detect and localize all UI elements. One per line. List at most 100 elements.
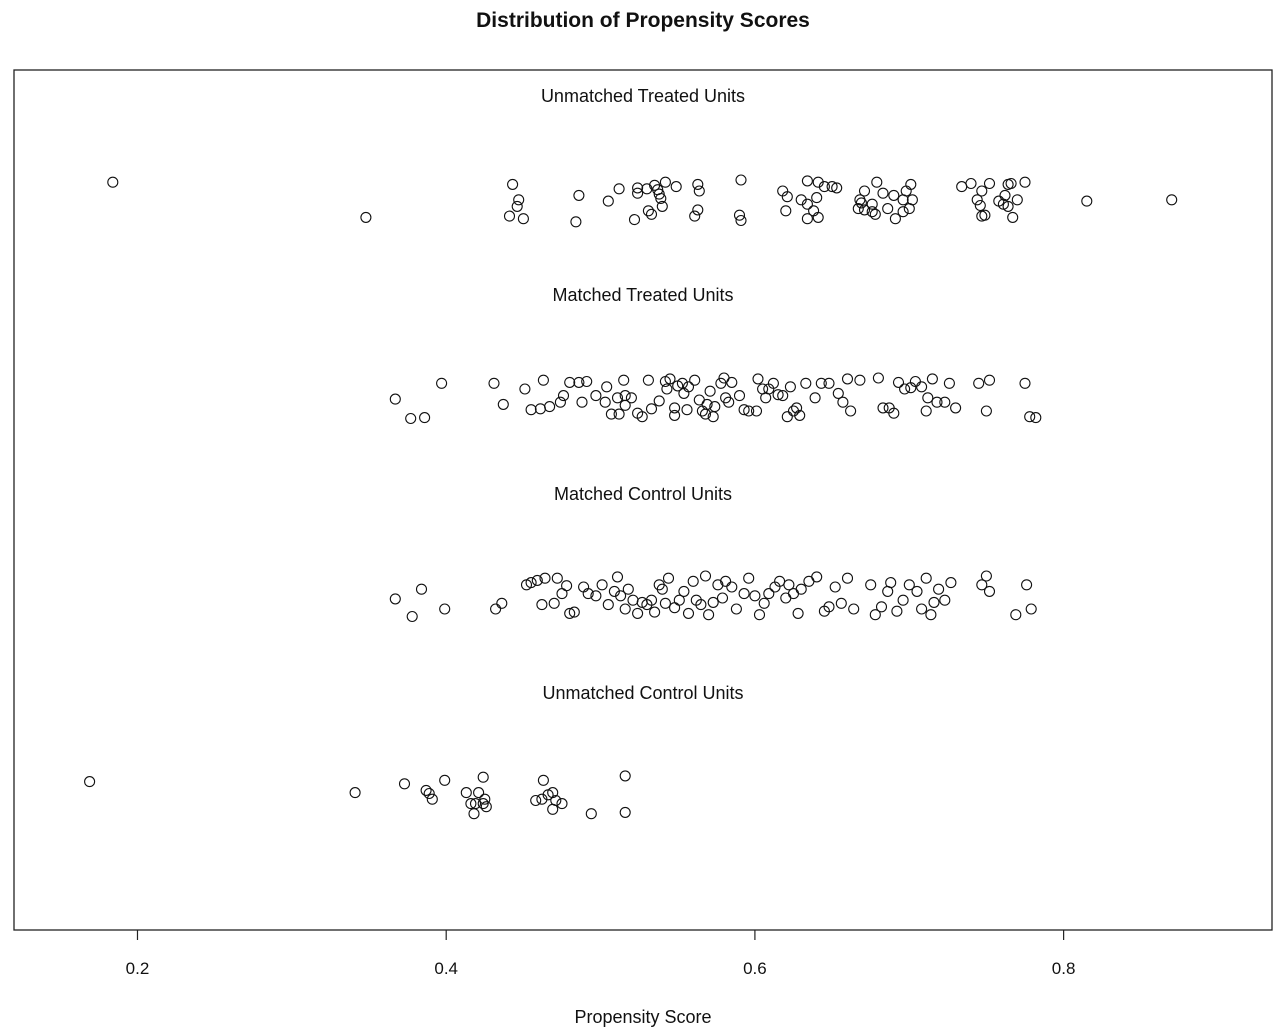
data-point — [780, 205, 792, 217]
data-point — [945, 577, 957, 589]
data-point — [645, 403, 658, 415]
data-point — [707, 596, 719, 608]
data-point — [716, 592, 729, 604]
data-point — [517, 213, 529, 225]
data-point — [659, 176, 671, 188]
group-label: Unmatched Control Units — [542, 683, 743, 703]
data-point — [795, 583, 807, 595]
data-point — [554, 396, 566, 408]
data-point — [794, 409, 806, 421]
data-point — [611, 571, 624, 583]
data-point — [791, 402, 803, 414]
data-point — [585, 808, 597, 820]
data-point — [858, 204, 871, 216]
data-point — [829, 581, 841, 593]
data-point — [664, 373, 676, 385]
data-point — [632, 187, 644, 199]
data-point — [871, 176, 883, 188]
data-point — [469, 798, 482, 810]
data-point — [659, 597, 671, 609]
data-point — [503, 210, 516, 222]
data-point — [1021, 579, 1033, 591]
data-point — [622, 583, 634, 595]
data-point — [781, 411, 793, 423]
data-point — [903, 579, 915, 591]
data-point — [920, 572, 932, 584]
data-point — [642, 205, 654, 217]
data-point — [632, 182, 644, 194]
data-point — [420, 784, 432, 796]
data-point — [619, 399, 631, 411]
data-point — [576, 396, 588, 408]
data-point — [882, 203, 894, 215]
data-point — [530, 794, 542, 807]
data-point — [832, 387, 844, 399]
data-point — [488, 377, 500, 389]
data-point — [627, 594, 639, 606]
data-point — [477, 771, 489, 783]
data-point — [750, 405, 763, 417]
data-point — [687, 575, 699, 587]
data-point — [943, 377, 955, 389]
data-point — [800, 377, 812, 389]
data-point — [696, 405, 708, 417]
data-point — [360, 211, 372, 223]
data-point — [735, 214, 747, 227]
data-point — [772, 389, 784, 401]
data-point — [415, 583, 428, 595]
data-point — [619, 770, 631, 782]
data-point — [670, 181, 682, 193]
data-point — [835, 597, 847, 609]
data-point — [837, 396, 849, 408]
data-point — [965, 177, 977, 190]
data-point — [891, 605, 903, 617]
data-point — [743, 405, 755, 417]
data-point — [605, 408, 617, 420]
data-point — [826, 181, 838, 193]
data-point — [695, 599, 707, 611]
data-point — [733, 209, 746, 221]
data-point — [561, 580, 573, 592]
data-point — [738, 404, 750, 416]
data-point — [749, 590, 761, 602]
data-point — [681, 404, 693, 416]
data-point — [682, 381, 695, 393]
data-point — [899, 383, 911, 395]
data-point — [539, 572, 551, 584]
data-point — [490, 603, 502, 615]
group-label: Unmatched Treated Units — [541, 86, 745, 106]
data-point — [1019, 176, 1031, 188]
data-point — [513, 194, 525, 206]
data-point — [928, 596, 940, 608]
data-point — [916, 381, 928, 393]
data-point — [406, 610, 418, 623]
data-point — [905, 178, 917, 190]
data-point — [956, 181, 968, 193]
data-point — [877, 187, 889, 199]
plot-frame — [13, 69, 1273, 931]
data-point — [1025, 603, 1037, 615]
group-label: Matched Control Units — [554, 484, 732, 504]
data-point — [730, 603, 742, 615]
data-point — [599, 396, 611, 408]
data-point — [662, 572, 675, 584]
x-axis: 0.2 0.4 0.6 0.8 — [126, 930, 1075, 978]
data-point — [439, 603, 451, 615]
x-tick-label: 0.2 — [126, 959, 150, 978]
data-point — [939, 396, 951, 408]
data-point — [618, 374, 630, 386]
data-point — [689, 374, 701, 386]
data-point — [897, 594, 909, 606]
data-point — [564, 376, 576, 388]
data-point — [641, 183, 653, 195]
group-label: Matched Treated Units — [552, 285, 733, 305]
data-point — [767, 377, 779, 389]
data-point — [570, 216, 582, 228]
data-point — [556, 798, 568, 810]
data-point — [723, 396, 735, 408]
data-point — [465, 798, 477, 810]
data-point — [596, 579, 608, 591]
data-point — [1019, 377, 1031, 389]
data-point — [715, 377, 727, 389]
data-point — [613, 183, 625, 195]
